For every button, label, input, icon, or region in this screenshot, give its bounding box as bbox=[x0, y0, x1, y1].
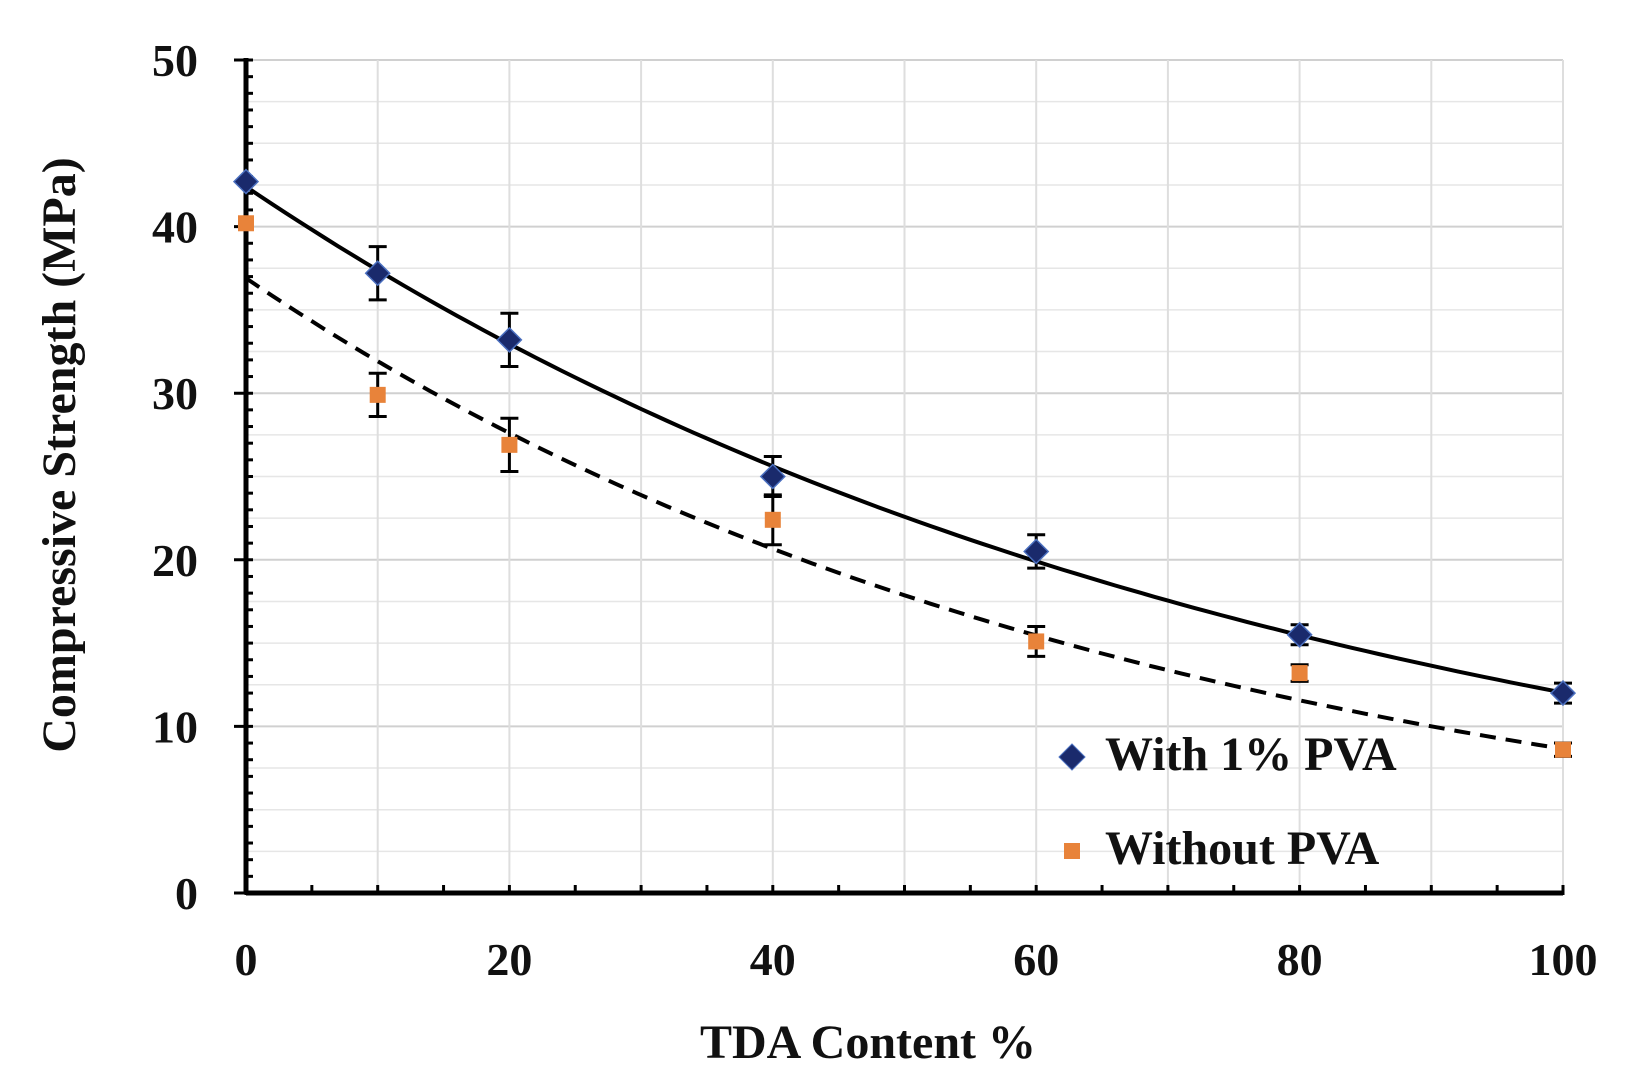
y-tick-label: 50 bbox=[152, 35, 198, 86]
x-tick-label: 100 bbox=[1529, 934, 1598, 985]
x-axis-title: TDA Content % bbox=[700, 1016, 1036, 1069]
point-with-pva bbox=[1023, 538, 1050, 565]
x-tick-label: 20 bbox=[486, 934, 532, 985]
y-tick-label: 0 bbox=[175, 868, 198, 919]
point-with-pva bbox=[496, 326, 523, 353]
x-tick-label: 80 bbox=[1277, 934, 1323, 985]
y-axis-title: Compressive Strength (MPa) bbox=[33, 157, 86, 752]
x-tick-label: 40 bbox=[750, 934, 796, 985]
y-tick-label: 40 bbox=[152, 202, 198, 253]
point-without-pva bbox=[238, 215, 254, 232]
point-without-pva bbox=[1555, 741, 1571, 758]
point-without-pva bbox=[1291, 665, 1308, 682]
point-without-pva bbox=[1028, 633, 1045, 650]
point-with-pva bbox=[759, 463, 786, 490]
tick-labels: 0 10 20 30 40 50 0 20 40 60 80 100 bbox=[152, 35, 1598, 985]
trendline-without-pva bbox=[244, 276, 1564, 751]
x-tick-label: 60 bbox=[1013, 934, 1059, 985]
point-with-pva bbox=[1549, 680, 1577, 707]
trendlines bbox=[244, 184, 1564, 751]
point-without-pva bbox=[764, 511, 781, 528]
point-with-pva bbox=[1286, 621, 1313, 648]
point-without-pva bbox=[501, 436, 518, 453]
y-tick-label: 20 bbox=[152, 535, 198, 586]
legend: With 1% PVA Without PVA bbox=[1058, 728, 1397, 875]
x-tick-label: 0 bbox=[235, 934, 258, 985]
point-with-pva bbox=[232, 168, 260, 195]
error-bars bbox=[368, 245, 1572, 758]
legend-marker-without-pva bbox=[1064, 843, 1080, 859]
point-without-pva bbox=[369, 386, 386, 403]
data-markers bbox=[232, 168, 1577, 758]
trendline-with-pva bbox=[244, 184, 1564, 695]
legend-label-without-pva: Without PVA bbox=[1105, 822, 1380, 875]
y-tick-label: 10 bbox=[152, 701, 198, 752]
legend-marker-with-pva bbox=[1058, 743, 1086, 771]
y-tick-label: 30 bbox=[152, 368, 198, 419]
legend-label-with-pva: With 1% PVA bbox=[1105, 728, 1397, 781]
grid bbox=[245, 59, 1564, 894]
point-with-pva bbox=[364, 260, 391, 287]
